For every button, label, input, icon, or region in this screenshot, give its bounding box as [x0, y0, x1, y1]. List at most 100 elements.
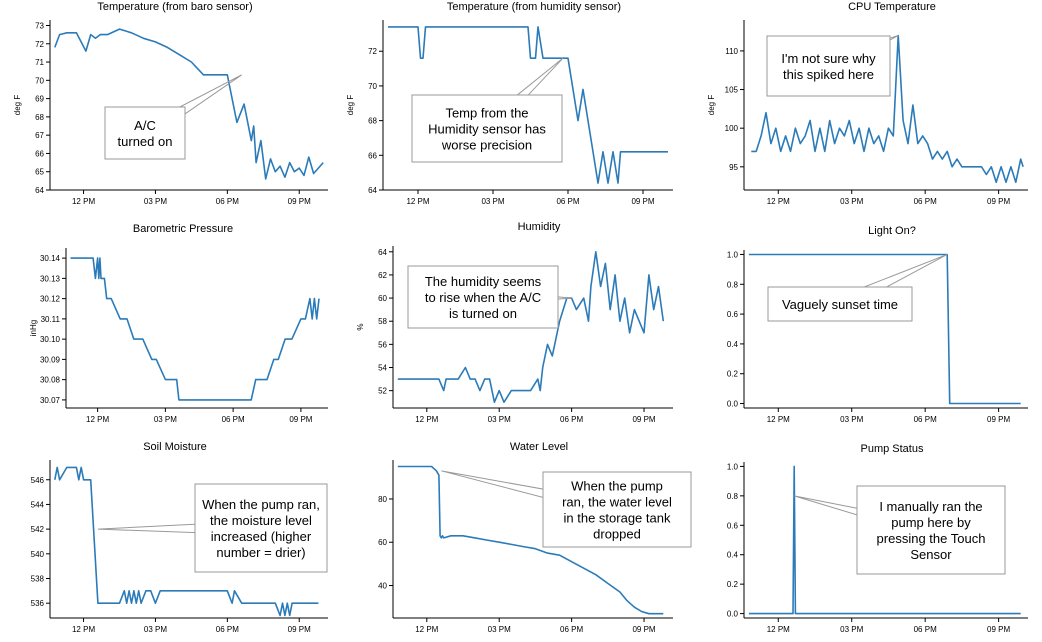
y-tick-label: 54: [378, 364, 387, 373]
y-tick-label: 30.07: [40, 396, 61, 405]
annotation-box: [767, 286, 913, 322]
y-tick-label: 64: [35, 186, 44, 195]
series-line: [397, 465, 664, 615]
x-tick-label: 12 PM: [72, 625, 95, 634]
x-tick-label: 09 PM: [632, 625, 655, 634]
chart-pump-status: Pump Status 0.0 0.2 0.4 0.6 0.8 1.0 12 PM 03 PM 0…: [727, 443, 1028, 634]
y-tick-label: 110: [725, 47, 738, 56]
y-tick-label: 70: [35, 76, 44, 85]
y-tick-label: 80: [378, 495, 387, 504]
annotation-box: [194, 483, 328, 573]
x-tick-label: 03 PM: [488, 415, 511, 424]
x-tick-label: 06 PM: [556, 197, 579, 206]
x-tick-label: 12 PM: [767, 625, 790, 634]
chart-title: Pump Status: [861, 443, 924, 455]
x-tick-label: 06 PM: [222, 415, 245, 424]
chart-title: Light On?: [868, 225, 916, 237]
y-tick-label: 0.0: [727, 400, 739, 409]
y-tick-label: 30.13: [40, 274, 61, 283]
y-tick-label: 105: [725, 86, 739, 95]
x-tick-label: 03 PM: [840, 415, 863, 424]
annotation-text: The humidity seems to rise when the A/C is…: [425, 274, 542, 321]
y-tick-label: 40: [378, 582, 387, 591]
chart-title: Barometric Pressure: [133, 223, 233, 235]
x-tick-label: 09 PM: [288, 197, 311, 206]
y-tick-label: 95: [729, 163, 738, 172]
series-line: [54, 28, 324, 180]
y-tick-label: 30.11: [41, 315, 61, 324]
y-tick-label: 52: [378, 387, 387, 396]
annotation-text: Temp from the Humidity sensor has worse pr…: [428, 106, 546, 153]
y-tick-label: 62: [378, 271, 387, 280]
y-tick-label: 60: [378, 538, 387, 547]
x-tick-label: 03 PM: [154, 415, 177, 424]
x-tick-label: 06 PM: [216, 197, 239, 206]
y-tick-label: 0.4: [727, 340, 739, 349]
y-tick-label: 536: [31, 599, 45, 608]
annotation-box: [407, 265, 559, 329]
y-tick-label: 0.6: [727, 310, 739, 319]
x-tick-label: 12 PM: [406, 197, 429, 206]
y-tick-label: 540: [31, 550, 45, 559]
x-tick-label: 03 PM: [840, 625, 863, 634]
annotation-box: [766, 35, 891, 97]
x-tick-label: 06 PM: [914, 415, 937, 424]
x-tick-label: 06 PM: [914, 625, 937, 634]
x-tick-label: 03 PM: [488, 625, 511, 634]
chart-title: Temperature (from baro sensor): [97, 1, 252, 13]
x-tick-label: 03 PM: [144, 197, 167, 206]
x-tick-label: 12 PM: [415, 415, 438, 424]
annotation-text: When the pump ran, the water level in the …: [562, 479, 672, 542]
chart-title: Temperature (from humidity sensor): [447, 1, 621, 13]
y-axis-label: %: [356, 323, 365, 330]
series-line: [751, 34, 1024, 184]
y-tick-label: 30.08: [40, 376, 61, 385]
y-tick-label: 0.0: [727, 610, 739, 619]
y-tick-label: 0.6: [727, 521, 739, 530]
y-tick-label: 68: [368, 117, 377, 126]
x-tick-label: 12 PM: [72, 197, 95, 206]
y-tick-label: 64: [368, 186, 377, 195]
annotation-box: [411, 94, 563, 163]
series-line: [54, 466, 319, 617]
y-tick-label: 68: [35, 113, 44, 122]
chart-soil-moisture: Soil Moisture 536 538 540 542 544 546 12 PM 03 P…: [31, 441, 328, 634]
chart-title: Humidity: [518, 221, 561, 233]
y-tick-label: 0.8: [727, 280, 739, 289]
y-tick-label: 30.12: [40, 295, 61, 304]
annotation-text: I'm not sure why this spiked here: [781, 51, 876, 82]
y-tick-label: 72: [35, 40, 44, 49]
y-tick-label: 70: [368, 82, 377, 91]
y-axis-label: deg F: [13, 95, 22, 116]
x-tick-label: 09 PM: [987, 625, 1010, 634]
series-line: [70, 257, 320, 401]
y-tick-label: 71: [35, 58, 44, 67]
chart-barometric-pressure: Barometric Pressure inHg 30.07 30.08 30.09 30…: [29, 223, 328, 424]
y-tick-label: 56: [378, 340, 387, 349]
y-tick-label: 1.0: [727, 462, 739, 471]
y-tick-label: 0.2: [727, 580, 739, 589]
y-tick-label: 0.8: [727, 492, 739, 501]
chart-title: Soil Moisture: [143, 441, 207, 453]
annotation-box: [856, 485, 1006, 575]
chart-water-level: Water Level 40 60 80 12 PM 03 PM 06 PM 09 PM Whe…: [378, 441, 692, 634]
annotation-box: [104, 106, 186, 160]
chart-temperature-baro: Temperature (from baro sensor) deg F 64 65 6…: [13, 1, 328, 206]
x-tick-label: 12 PM: [86, 415, 109, 424]
y-tick-label: 73: [35, 21, 44, 30]
series-line: [388, 26, 668, 184]
x-tick-label: 09 PM: [632, 415, 655, 424]
series-line: [397, 250, 665, 403]
x-tick-label: 09 PM: [289, 415, 312, 424]
y-tick-label: 66: [368, 151, 377, 160]
y-axis-label: deg F: [707, 95, 716, 116]
chart-title: CPU Temperature: [848, 1, 936, 13]
chart-title: Water Level: [510, 441, 568, 453]
y-tick-label: 30.10: [40, 335, 61, 344]
y-tick-label: 100: [725, 124, 739, 133]
annotation-text: A/C turned on: [118, 118, 173, 149]
annotation-text: When the pump ran, the moisture level incr…: [202, 497, 320, 560]
chart-temperature-humidity-sensor: Temperature (from humidity sensor) deg F 6…: [346, 1, 673, 206]
y-tick-label: 30.14: [40, 254, 61, 263]
